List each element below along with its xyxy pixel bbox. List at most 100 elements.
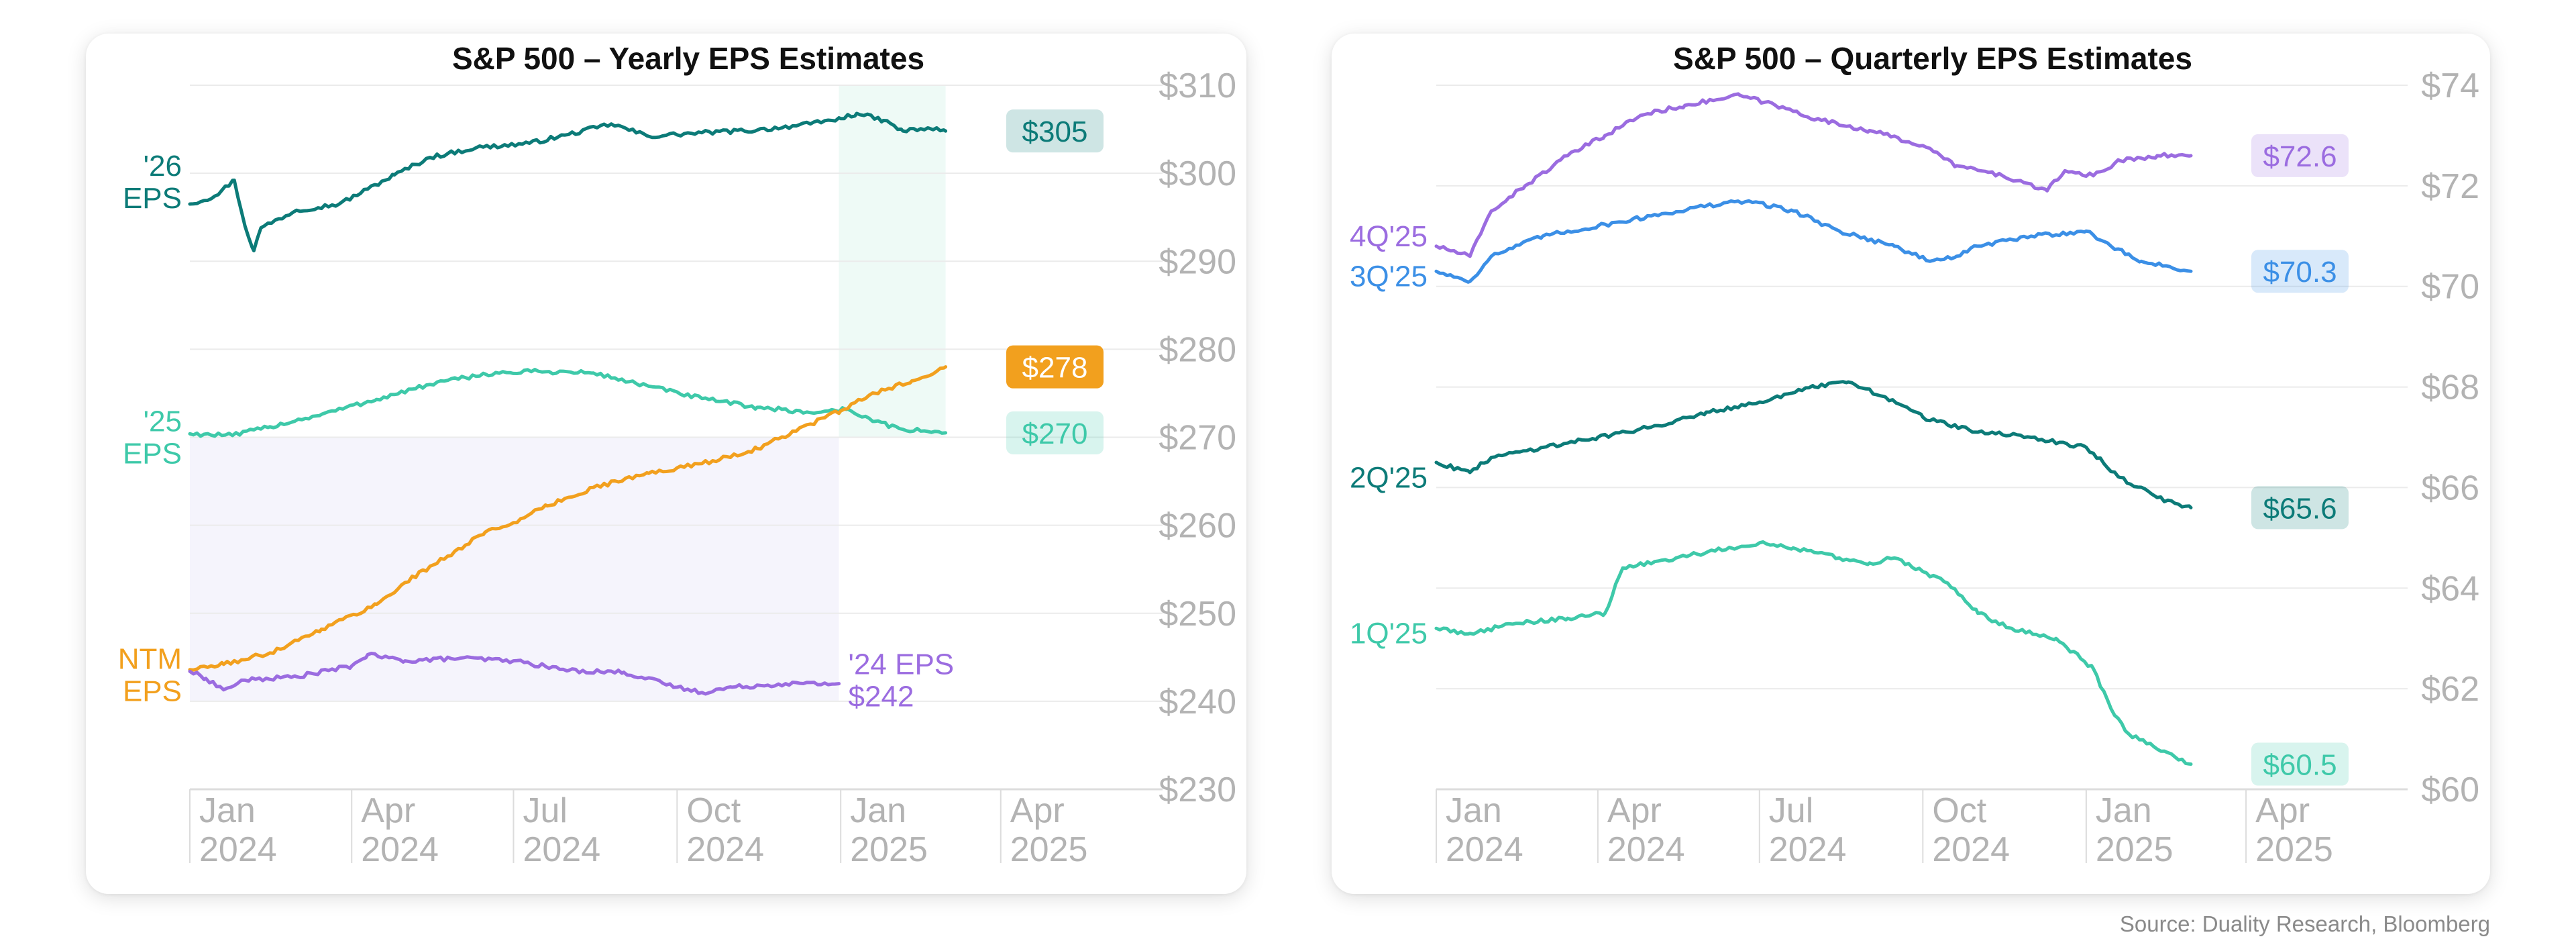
x-tick-label: Jan 2024	[1446, 791, 1523, 869]
series-label-line: '24 EPS	[849, 648, 955, 681]
end-value-label: $65.6	[2263, 492, 2337, 525]
x-tick-label-line: 2025	[1010, 830, 1088, 869]
x-tick-label-line: 2024	[686, 830, 764, 869]
x-tick-label-line: 2025	[2255, 830, 2333, 869]
series-label-ntm-eps: NTM EPS	[118, 643, 182, 708]
series-label-line: EPS	[123, 675, 182, 708]
end-value-badge	[1006, 411, 1104, 454]
y-tick-label: $250	[1159, 595, 1236, 634]
x-tick-label-line: 2024	[1769, 830, 1847, 869]
x-tick-label-line: 2024	[1607, 830, 1685, 869]
x-tick-label: Apr 2024	[1607, 791, 1685, 869]
series-label-2q-25: 2Q'25	[1350, 461, 1428, 494]
y-tick-label: $310	[1159, 66, 1236, 105]
series-line-24-eps	[188, 652, 841, 696]
series-line-4q-25	[1434, 92, 2193, 258]
x-tick-label: Oct 2024	[1932, 791, 2010, 869]
end-value-badge	[1006, 345, 1104, 389]
x-tick-label-line: Jan	[850, 791, 906, 830]
x-tick-label: Jul 2024	[1769, 791, 1847, 869]
end-value-badge	[2251, 486, 2349, 530]
series-label-line: 2Q'25	[1350, 461, 1428, 494]
x-tick-label: Jan 2025	[850, 791, 928, 869]
series-label-24-eps: '24 EPS $242	[849, 648, 955, 713]
end-value-label: $70.3	[2263, 256, 2337, 289]
y-tick-label: $66	[2421, 468, 2479, 507]
x-tick-label: Apr 2025	[2255, 791, 2333, 869]
end-value-label: $60.5	[2263, 749, 2337, 782]
source-note: Source: Duality Research, Bloomberg	[2119, 911, 2490, 936]
series-label-line: '25	[144, 405, 182, 438]
series-label-26-eps: '26 EPS	[123, 150, 182, 215]
y-tick-label: $260	[1159, 507, 1236, 546]
series-label-line: NTM	[118, 643, 182, 676]
y-tick-label: $300	[1159, 154, 1236, 193]
x-tick-label-line: Apr	[1010, 791, 1065, 830]
x-tick-label-line: Jul	[523, 791, 567, 830]
chart-title: S&P 500 – Yearly EPS Estimates	[452, 41, 924, 76]
series-line-3q-25	[1434, 199, 2193, 284]
quarterly-eps-card: $60 $62 $64 $66 $68 $70 $72 $74 Jan 2024 Apr 2024 Ju…	[1332, 34, 2490, 894]
x-tick-label-line: 2024	[1446, 830, 1523, 869]
x-tick-label-line: 2025	[850, 830, 928, 869]
x-tick-label-line: Oct	[686, 791, 741, 830]
series-label-4q-25: 4Q'25	[1350, 220, 1428, 253]
x-tick-label: Jan 2025	[2096, 791, 2174, 869]
series-label-3q-25: 3Q'25	[1350, 260, 1428, 293]
series-label-1q-25: 1Q'25	[1350, 617, 1428, 650]
x-tick-label-line: 2024	[199, 830, 277, 869]
y-tick-label: $62	[2421, 670, 2479, 709]
y-tick-label: $74	[2421, 66, 2479, 105]
end-value-label: $305	[1022, 115, 1088, 148]
end-value-badge	[2251, 742, 2349, 786]
series-line-25-eps	[188, 368, 948, 438]
x-tick-label-line: Oct	[1932, 791, 1986, 830]
x-tick-label-line: 2025	[2096, 830, 2174, 869]
y-tick-label: $70	[2421, 268, 2479, 307]
series-line-26-eps	[188, 111, 948, 252]
x-tick-label-line: Jan	[1446, 791, 1502, 830]
end-value-label: $270	[1022, 417, 1088, 450]
series-label-line: 3Q'25	[1350, 260, 1428, 293]
shaded-region	[190, 437, 839, 701]
x-tick-label-line: Jul	[1769, 791, 1813, 830]
y-tick-label: $270	[1159, 419, 1236, 458]
end-value-badge	[1006, 109, 1104, 153]
y-tick-label: $64	[2421, 569, 2479, 608]
x-tick-label-line: 2024	[1932, 830, 2010, 869]
x-tick-label-line: Apr	[1607, 791, 1662, 830]
series-label-line: 4Q'25	[1350, 220, 1428, 253]
yearly-eps-card: $230 $240 $250 $260 $270 $280 $290 $300 $310 Jan 2…	[86, 34, 1246, 894]
end-value-badge	[2251, 134, 2349, 177]
x-tick-label-line: Jan	[2096, 791, 2152, 830]
series-label-25-eps: '25 EPS	[123, 405, 182, 470]
y-tick-label: $290	[1159, 242, 1236, 281]
y-tick-label: $230	[1159, 770, 1236, 809]
y-tick-label: $60	[2421, 770, 2479, 809]
y-tick-label: $72	[2421, 167, 2479, 206]
y-tick-label: $240	[1159, 683, 1236, 722]
series-line-2q-25	[1434, 380, 2193, 509]
end-value-label: $72.6	[2263, 140, 2337, 173]
series-label-line: EPS	[123, 438, 182, 470]
x-tick-label: Apr 2024	[361, 791, 439, 869]
series-line-ntm-eps	[188, 365, 948, 672]
end-value-label: $278	[1022, 352, 1088, 385]
series-label-line: '26	[144, 150, 182, 183]
x-tick-label-line: Jan	[199, 791, 256, 830]
x-tick-label: Oct 2024	[686, 791, 764, 869]
series-label-line: 1Q'25	[1350, 617, 1428, 650]
x-tick-label-line: Apr	[361, 791, 415, 830]
x-tick-label: Apr 2025	[1010, 791, 1088, 869]
x-tick-label-line: 2024	[523, 830, 600, 869]
y-tick-label: $68	[2421, 368, 2479, 407]
series-label-line: EPS	[123, 182, 182, 215]
x-tick-label: Jul 2024	[523, 791, 600, 869]
x-tick-label-line: 2024	[361, 830, 439, 869]
chart-title: S&P 500 – Quarterly EPS Estimates	[1673, 41, 2192, 76]
x-tick-label-line: Apr	[2255, 791, 2310, 830]
end-value-badge	[2251, 250, 2349, 293]
x-tick-label: Jan 2024	[199, 791, 277, 869]
